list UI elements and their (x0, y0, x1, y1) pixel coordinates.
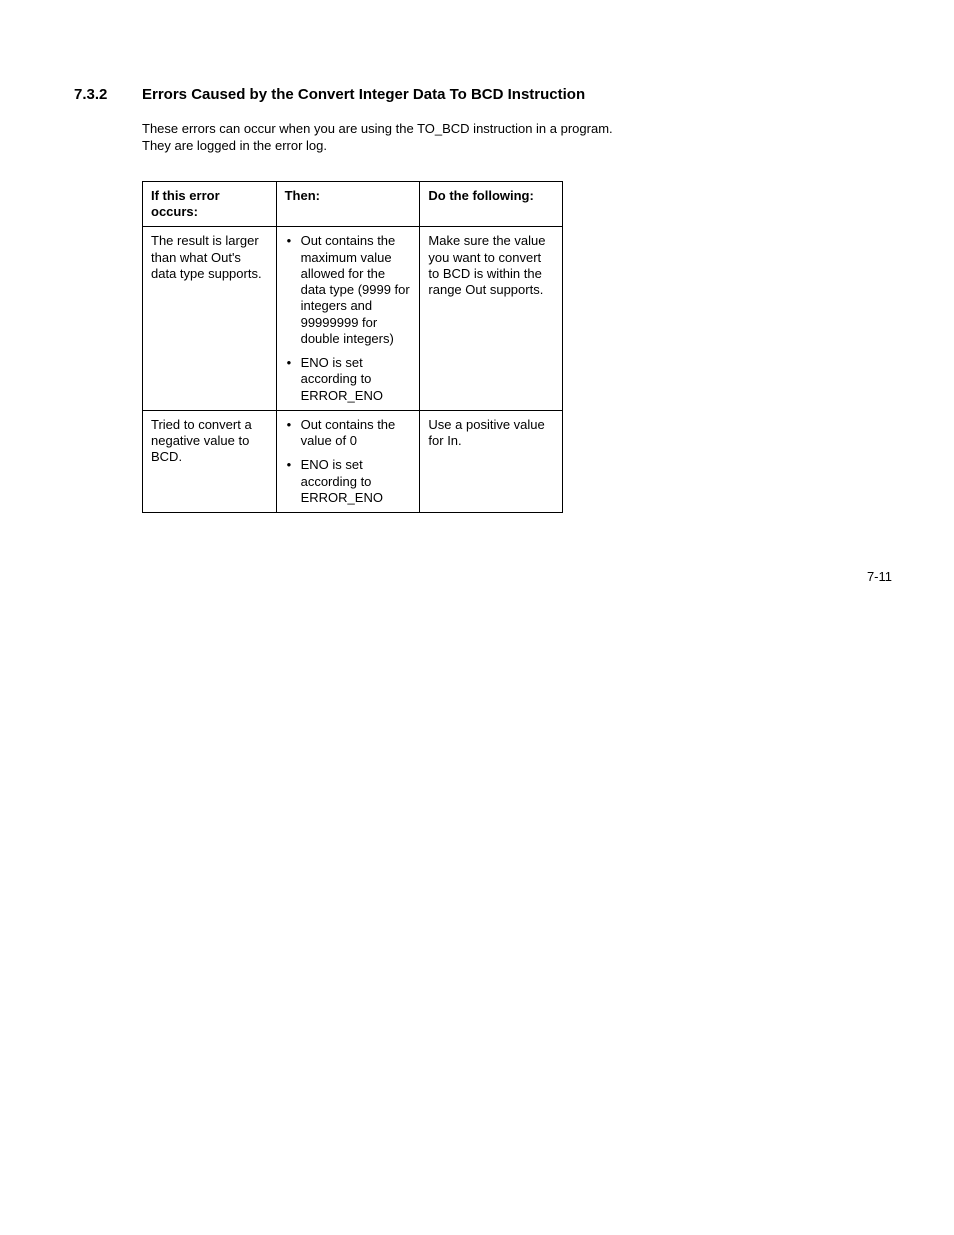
page-content: 7.3.2 Errors Caused by the Convert Integ… (0, 0, 954, 513)
header-action: Do the following: (420, 181, 563, 227)
table-header-row: If this error occurs: Then: Do the follo… (143, 181, 563, 227)
bullet-list: Out contains the maximum value allowed f… (285, 233, 412, 404)
bullet-list: Out contains the value of 0 ENO is set a… (285, 417, 412, 506)
error-table: If this error occurs: Then: Do the follo… (142, 181, 563, 513)
cell-then: Out contains the maximum value allowed f… (276, 227, 420, 411)
list-item: Out contains the value of 0 (285, 417, 412, 450)
page-number: 7-11 (867, 569, 892, 584)
cell-action: Use a positive value for In. (420, 410, 563, 512)
cell-action: Make sure the value you want to convert … (420, 227, 563, 411)
intro-paragraph: These errors can occur when you are usin… (142, 121, 622, 155)
list-item: ENO is set according to ERROR_ENO (285, 355, 412, 404)
list-item: ENO is set according to ERROR_ENO (285, 457, 412, 506)
cell-then: Out contains the value of 0 ENO is set a… (276, 410, 420, 512)
list-item: Out contains the maximum value allowed f… (285, 233, 412, 347)
header-then: Then: (276, 181, 420, 227)
table-row: The result is larger than what Out's dat… (143, 227, 563, 411)
section-number: 7.3.2 (74, 86, 142, 103)
section-header: 7.3.2 Errors Caused by the Convert Integ… (74, 86, 889, 103)
table-row: Tried to convert a negative value to BCD… (143, 410, 563, 512)
section-title: Errors Caused by the Convert Integer Dat… (142, 86, 585, 103)
header-error: If this error occurs: (143, 181, 277, 227)
cell-error: The result is larger than what Out's dat… (143, 227, 277, 411)
cell-error: Tried to convert a negative value to BCD… (143, 410, 277, 512)
